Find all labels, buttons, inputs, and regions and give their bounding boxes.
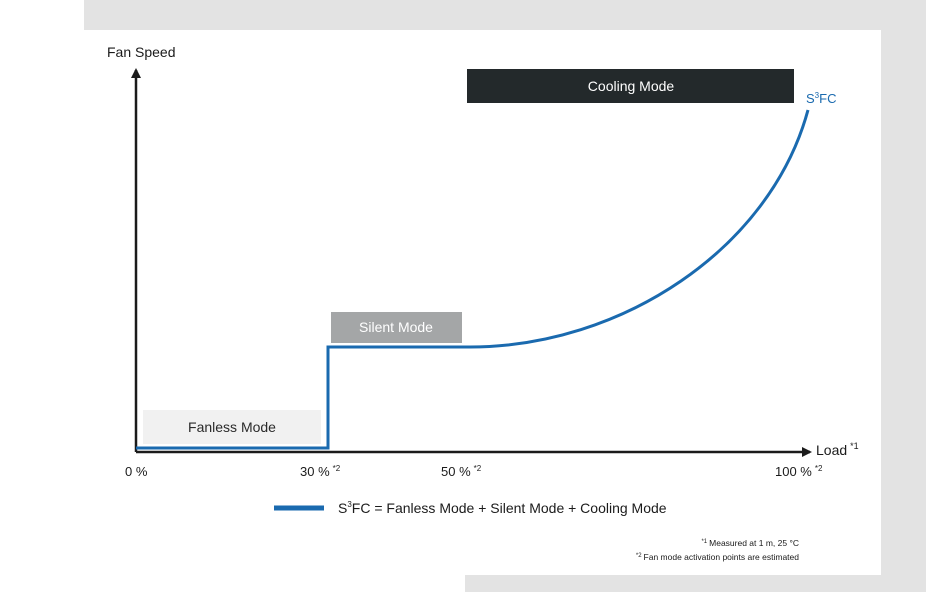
curve-label-sup: 3 xyxy=(815,91,820,100)
tick-label-30-text: 30 % xyxy=(300,464,330,479)
diagram-panel xyxy=(84,30,881,575)
background-white-bottom xyxy=(0,575,465,592)
curve-label-main: S xyxy=(806,91,815,106)
curve-label: S3FC xyxy=(806,91,836,106)
footnote-2-mark: *2 xyxy=(636,553,642,559)
legend-text: S3FC = Fanless Mode + Silent Mode + Cool… xyxy=(338,500,667,516)
legend-main: S xyxy=(338,500,347,516)
tick-label-30-sup: *2 xyxy=(333,464,341,473)
x-axis-label: Load *1 xyxy=(816,441,859,458)
tick-label-100: 100 % *2 xyxy=(775,464,823,479)
footnote-2: *2 Fan mode activation points are estimat… xyxy=(636,552,799,562)
silent-mode-box xyxy=(331,312,462,343)
tick-label-100-text: 100 % xyxy=(775,464,812,479)
x-axis-label-sup: *1 xyxy=(850,441,859,451)
x-axis-label-text: Load xyxy=(816,442,847,458)
tick-label-0: 0 % xyxy=(125,464,148,479)
tick-label-100-sup: *2 xyxy=(815,464,823,473)
footnote-1: *1 Measured at 1 m, 25 °C xyxy=(701,538,799,548)
tick-label-30: 30 % *2 xyxy=(300,464,341,479)
s3fc-curve xyxy=(136,109,810,450)
legend-rest: FC = Fanless Mode + Silent Mode + Coolin… xyxy=(352,500,667,516)
silent-mode-label: Silent Mode xyxy=(359,319,433,335)
footnote-2-text: Fan mode activation points are estimated xyxy=(644,552,800,562)
tick-label-50-text: 50 % xyxy=(441,464,471,479)
cooling-mode-label: Cooling Mode xyxy=(588,78,675,94)
background-white-left xyxy=(0,0,84,575)
y-axis-label: Fan Speed xyxy=(107,44,176,60)
footnote-1-text: Measured at 1 m, 25 °C xyxy=(709,538,799,548)
fanless-mode-label: Fanless Mode xyxy=(188,419,276,435)
tick-label-50-sup: *2 xyxy=(474,464,482,473)
footnote-1-mark: *1 xyxy=(701,539,707,545)
cooling-mode-box xyxy=(467,69,794,103)
legend-sup: 3 xyxy=(347,500,352,509)
tick-label-50: 50 % *2 xyxy=(441,464,482,479)
tick-label-0-text: 0 % xyxy=(125,464,148,479)
curve-label-tail: FC xyxy=(819,91,836,106)
fanless-mode-box xyxy=(143,410,321,444)
